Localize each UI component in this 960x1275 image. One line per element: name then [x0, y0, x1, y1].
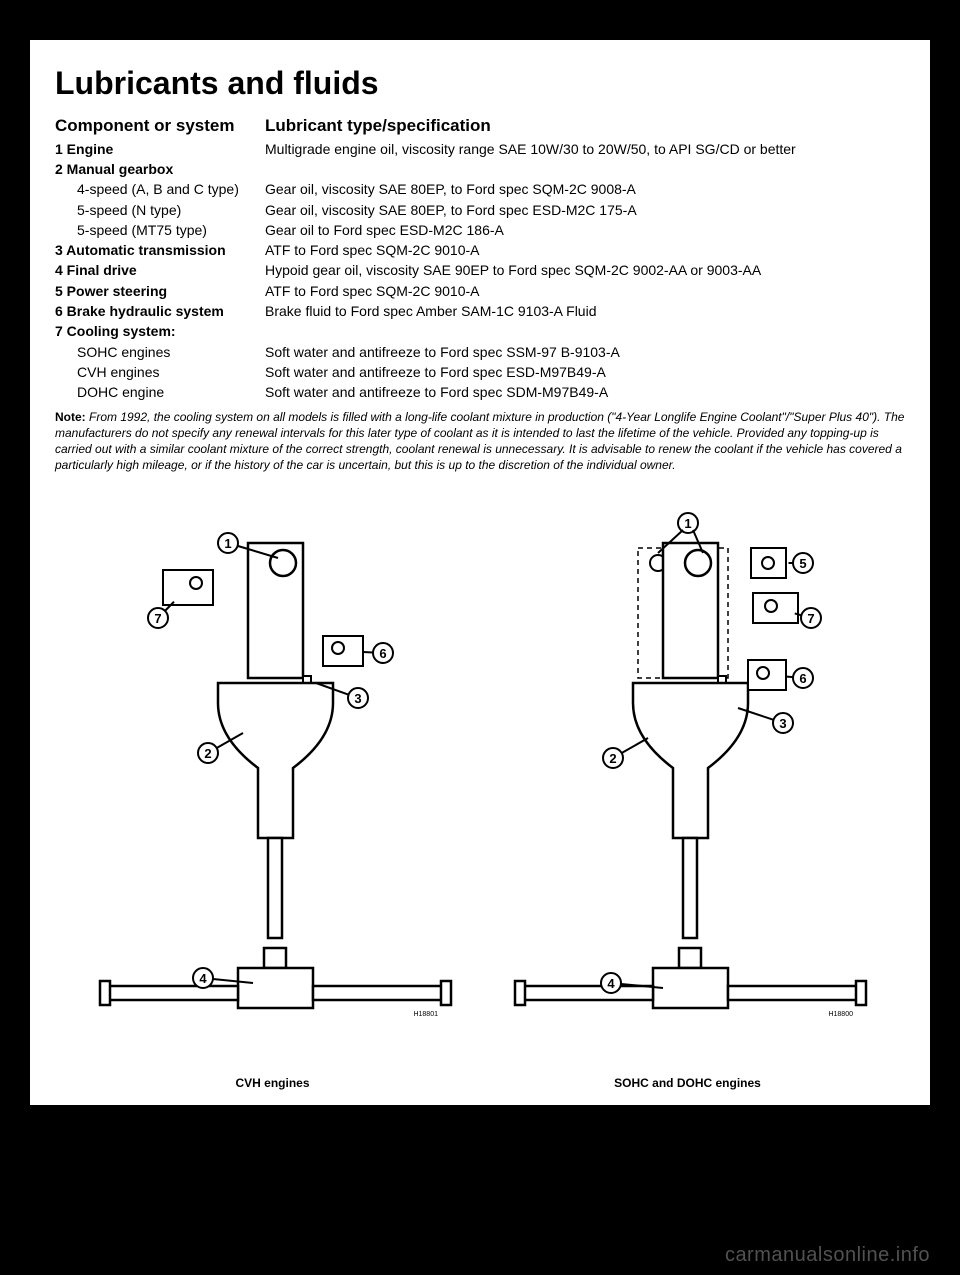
svg-text:1: 1 — [684, 516, 691, 531]
table-row: SOHC enginesSoft water and antifreeze to… — [55, 342, 905, 362]
svg-text:3: 3 — [354, 691, 361, 706]
svg-text:5: 5 — [799, 556, 806, 571]
table-row: 2 Manual gearbox — [55, 159, 905, 179]
row-value: Gear oil, viscosity SAE 80EP, to Ford sp… — [265, 200, 905, 220]
row-value: Gear oil to Ford spec ESD-M2C 186-A — [265, 220, 905, 240]
note-text: From 1992, the cooling system on all mod… — [55, 410, 904, 473]
row-label: 5-speed (MT75 type) — [55, 220, 265, 240]
row-label: 1 Engine — [55, 139, 265, 159]
row-label: DOHC engine — [55, 382, 265, 402]
svg-text:2: 2 — [204, 746, 211, 761]
row-label: 5 Power steering — [55, 281, 265, 301]
row-label: 4-speed (A, B and C type) — [55, 179, 265, 199]
diagram-right-col: H18800 1 5 7 6 3 2 4 SOHC and DOHC engines — [493, 508, 883, 1090]
note-prefix: Note: — [55, 410, 86, 424]
row-value: Soft water and antifreeze to Ford spec S… — [265, 382, 905, 402]
row-value: ATF to Ford spec SQM-2C 9010-A — [265, 240, 905, 260]
row-label: 3 Automatic transmission — [55, 240, 265, 260]
row-label: 7 Cooling system: — [55, 321, 265, 341]
diagram-left-col: H18801 1 7 6 3 2 4 CVH engines — [78, 508, 468, 1090]
table-row: 1 EngineMultigrade engine oil, viscosity… — [55, 139, 905, 159]
row-label: CVH engines — [55, 362, 265, 382]
table-row: 7 Cooling system: — [55, 321, 905, 341]
spec-table: Component or system Lubricant type/speci… — [55, 114, 905, 403]
svg-text:3: 3 — [779, 716, 786, 731]
row-value: Multigrade engine oil, viscosity range S… — [265, 139, 905, 159]
svg-text:H18801: H18801 — [413, 1011, 438, 1018]
table-row: 5-speed (N type)Gear oil, viscosity SAE … — [55, 200, 905, 220]
table-row: DOHC engineSoft water and antifreeze to … — [55, 382, 905, 402]
note-paragraph: Note: From 1992, the cooling system on a… — [55, 409, 905, 474]
svg-text:4: 4 — [199, 971, 207, 986]
header-lubricant: Lubricant type/specification — [265, 114, 905, 139]
svg-text:2: 2 — [609, 751, 616, 766]
row-value: Brake fluid to Ford spec Amber SAM-1C 91… — [265, 301, 905, 321]
sohc-dohc-diagram: H18800 1 5 7 6 3 2 4 — [493, 508, 883, 1068]
watermark: carmanualsonline.info — [725, 1244, 930, 1267]
row-value: Soft water and antifreeze to Ford spec E… — [265, 362, 905, 382]
row-value: Hypoid gear oil, viscosity SAE 90EP to F… — [265, 260, 905, 280]
svg-text:1: 1 — [224, 536, 231, 551]
row-label: 6 Brake hydraulic system — [55, 301, 265, 321]
diagrams-area: H18801 1 7 6 3 2 4 CVH engines H18800 1 5 7 6 3 2 4 S… — [55, 508, 905, 1090]
page-container: Lubricants and fluids Component or syste… — [30, 40, 930, 1105]
row-value — [265, 321, 905, 341]
svg-text:6: 6 — [379, 646, 386, 661]
table-row: 4 Final driveHypoid gear oil, viscosity … — [55, 260, 905, 280]
table-header-row: Component or system Lubricant type/speci… — [55, 114, 905, 139]
cvh-diagram: H18801 1 7 6 3 2 4 — [78, 508, 468, 1068]
caption-right: SOHC and DOHC engines — [614, 1076, 761, 1090]
table-row: 6 Brake hydraulic systemBrake fluid to F… — [55, 301, 905, 321]
row-label: 4 Final drive — [55, 260, 265, 280]
svg-text:H18800: H18800 — [828, 1011, 853, 1018]
svg-text:4: 4 — [607, 976, 615, 991]
svg-text:6: 6 — [799, 671, 806, 686]
page-title: Lubricants and fluids — [55, 65, 905, 102]
table-row: 4-speed (A, B and C type)Gear oil, visco… — [55, 179, 905, 199]
row-label: 2 Manual gearbox — [55, 159, 265, 179]
row-label: 5-speed (N type) — [55, 200, 265, 220]
table-row: 5-speed (MT75 type)Gear oil to Ford spec… — [55, 220, 905, 240]
caption-left: CVH engines — [235, 1076, 309, 1090]
row-value — [265, 159, 905, 179]
table-row: 5 Power steeringATF to Ford spec SQM-2C … — [55, 281, 905, 301]
svg-text:7: 7 — [807, 611, 814, 626]
header-component: Component or system — [55, 114, 265, 139]
row-value: Soft water and antifreeze to Ford spec S… — [265, 342, 905, 362]
table-row: 3 Automatic transmissionATF to Ford spec… — [55, 240, 905, 260]
rows-container: 1 EngineMultigrade engine oil, viscosity… — [55, 139, 905, 403]
row-value: ATF to Ford spec SQM-2C 9010-A — [265, 281, 905, 301]
row-value: Gear oil, viscosity SAE 80EP, to Ford sp… — [265, 179, 905, 199]
svg-text:7: 7 — [154, 611, 161, 626]
table-row: CVH enginesSoft water and antifreeze to … — [55, 362, 905, 382]
row-label: SOHC engines — [55, 342, 265, 362]
